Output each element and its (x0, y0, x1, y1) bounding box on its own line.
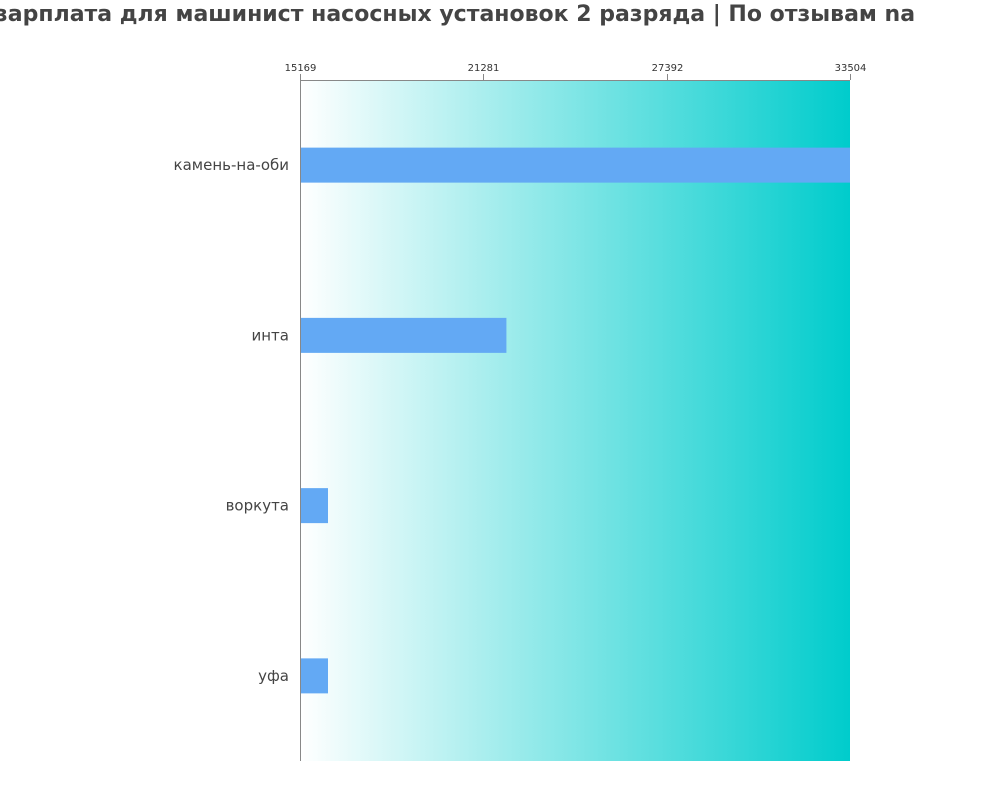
x-tick-label: 21281 (468, 63, 500, 74)
category-label: уфа (258, 667, 289, 685)
x-tick-label: 33504 (835, 63, 867, 74)
category-label: камень-на-оби (174, 156, 289, 174)
bar-4 (300, 658, 328, 694)
chart-title: зарплата для машинист насосных установок… (0, 2, 916, 27)
category-label: инта (252, 326, 290, 344)
bar-2 (300, 317, 507, 353)
bar-3 (300, 488, 328, 524)
plot-background (300, 80, 850, 761)
bar-1 (300, 147, 850, 183)
category-label: воркута (226, 497, 289, 515)
x-tick-label: 15169 (285, 63, 317, 74)
x-tick-label: 27392 (652, 63, 684, 74)
